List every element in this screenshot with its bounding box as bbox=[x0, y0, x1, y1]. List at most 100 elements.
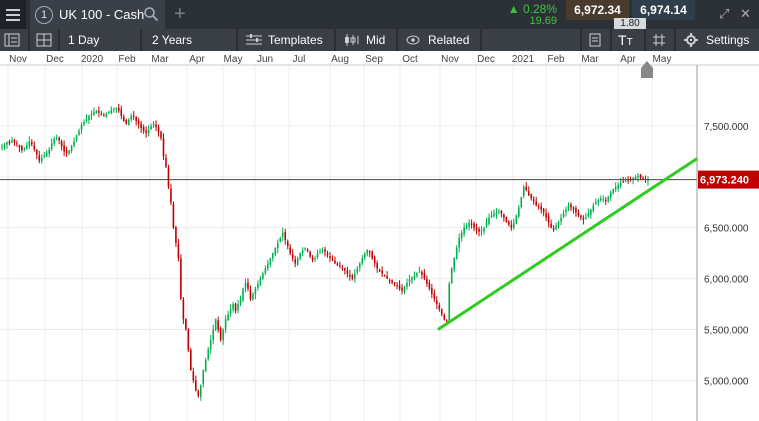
trendline[interactable] bbox=[437, 157, 698, 331]
candle-body bbox=[50, 143, 53, 149]
month-label: Nov bbox=[9, 54, 27, 65]
candle-body bbox=[249, 290, 252, 299]
candle-body bbox=[212, 329, 214, 340]
candle-body bbox=[503, 214, 505, 218]
candle-body bbox=[40, 157, 43, 162]
layout-button[interactable] bbox=[36, 29, 52, 51]
candle-body bbox=[55, 137, 58, 139]
candle-body bbox=[316, 253, 319, 258]
sidebar-toggle-button[interactable] bbox=[4, 29, 20, 51]
candle-body bbox=[453, 258, 455, 270]
tab-uk100[interactable]: 1 UK 100 - Cash bbox=[30, 0, 165, 29]
candle-body bbox=[421, 272, 423, 275]
candle-body bbox=[595, 202, 597, 204]
candle-body bbox=[448, 283, 451, 322]
templates-button[interactable]: Templates bbox=[246, 29, 323, 51]
ask-price-button[interactable]: 6,974.14 bbox=[632, 0, 695, 20]
add-tab-icon[interactable]: + bbox=[174, 3, 186, 25]
month-label: Mar bbox=[581, 54, 599, 65]
candle-body bbox=[498, 211, 500, 213]
candle-body bbox=[483, 227, 485, 232]
candle-body bbox=[137, 120, 140, 124]
candle-body bbox=[349, 274, 351, 277]
expand-icon[interactable]: ⤢ bbox=[719, 6, 730, 21]
candle-body bbox=[540, 206, 542, 210]
candle-body bbox=[242, 288, 244, 301]
candle-body bbox=[227, 314, 229, 320]
candle-body bbox=[254, 288, 257, 295]
close-icon[interactable]: ✕ bbox=[740, 6, 751, 21]
candle-body bbox=[301, 250, 304, 254]
candle-body bbox=[351, 275, 354, 279]
month-label: Feb bbox=[118, 54, 136, 65]
candle-body bbox=[329, 256, 331, 259]
notepad-icon bbox=[589, 33, 601, 47]
top-bar: 1 UK 100 - Cash + ▲ 0.28% 19.69 6,972.34… bbox=[0, 0, 759, 30]
candle-body bbox=[570, 204, 572, 208]
candle-body bbox=[577, 212, 580, 216]
candle-body bbox=[239, 298, 242, 304]
candle-body bbox=[617, 185, 619, 189]
notes-button[interactable] bbox=[588, 29, 602, 51]
price-type-button[interactable]: Mid bbox=[344, 29, 385, 51]
candle-body bbox=[408, 279, 411, 282]
chart-toolbar: 1 Day 2 Years Templates Mid Related TT S… bbox=[0, 29, 759, 51]
related-button[interactable]: Related bbox=[406, 29, 469, 51]
candle-body bbox=[175, 227, 177, 243]
time-marker-icon[interactable] bbox=[641, 61, 653, 78]
candle-body bbox=[403, 286, 406, 293]
candle-body bbox=[518, 207, 520, 217]
panel-icon bbox=[4, 33, 20, 47]
candle-body bbox=[585, 217, 587, 219]
candle-body bbox=[590, 209, 592, 215]
candle-body bbox=[222, 329, 224, 341]
candle-body bbox=[311, 257, 314, 261]
candle-body bbox=[147, 130, 150, 134]
candle-body bbox=[262, 273, 264, 279]
candle-body bbox=[562, 213, 565, 217]
candle-body bbox=[537, 206, 540, 208]
candle-body bbox=[296, 258, 299, 265]
candle-body bbox=[572, 207, 575, 210]
candle-body bbox=[624, 180, 627, 182]
candle-body bbox=[525, 186, 528, 191]
candle-body bbox=[6, 142, 8, 145]
candle-body bbox=[185, 319, 187, 330]
candle-body bbox=[80, 125, 83, 130]
candle-body bbox=[165, 157, 167, 167]
candle-body bbox=[522, 187, 525, 196]
range-select[interactable]: 2 Years bbox=[152, 33, 193, 47]
candle-body bbox=[70, 146, 73, 151]
candle-body bbox=[63, 145, 65, 152]
candle-body bbox=[334, 260, 336, 264]
candle-body bbox=[83, 121, 85, 125]
y-tick-label: 5,500.000 bbox=[704, 325, 749, 336]
candle-body bbox=[172, 203, 175, 228]
candle-body bbox=[170, 188, 172, 203]
tab-title: UK 100 - Cash bbox=[59, 7, 145, 22]
search-icon[interactable] bbox=[143, 6, 159, 22]
month-label: Dec bbox=[477, 54, 495, 65]
hamburger-menu-button[interactable] bbox=[0, 0, 26, 29]
candle-body bbox=[505, 217, 508, 222]
grid-toggle-button[interactable] bbox=[652, 29, 666, 51]
interval-select[interactable]: 1 Day bbox=[68, 33, 100, 47]
candle-body bbox=[11, 140, 13, 143]
candle-body bbox=[470, 223, 473, 225]
settings-button[interactable]: Settings bbox=[684, 29, 749, 51]
candle-body bbox=[130, 115, 132, 120]
candlestick-icon bbox=[345, 34, 359, 46]
candle-body bbox=[140, 123, 142, 129]
candle-body bbox=[180, 258, 182, 299]
candle-body bbox=[122, 116, 125, 121]
text-tool-button[interactable]: TT bbox=[618, 29, 633, 51]
month-label: May bbox=[224, 54, 243, 65]
bid-price-button[interactable]: 6,972.34 bbox=[566, 0, 629, 20]
candle-body bbox=[358, 263, 361, 268]
candle-body bbox=[321, 249, 324, 251]
candle-body bbox=[259, 278, 262, 286]
price-chart[interactable]: Nov Dec 2020 Feb Mar Apr May Jun Jul Aug Sep Oct Nov… bbox=[0, 51, 759, 421]
candle-body bbox=[356, 268, 359, 273]
candle-body bbox=[619, 182, 622, 186]
candle-body bbox=[423, 273, 426, 279]
